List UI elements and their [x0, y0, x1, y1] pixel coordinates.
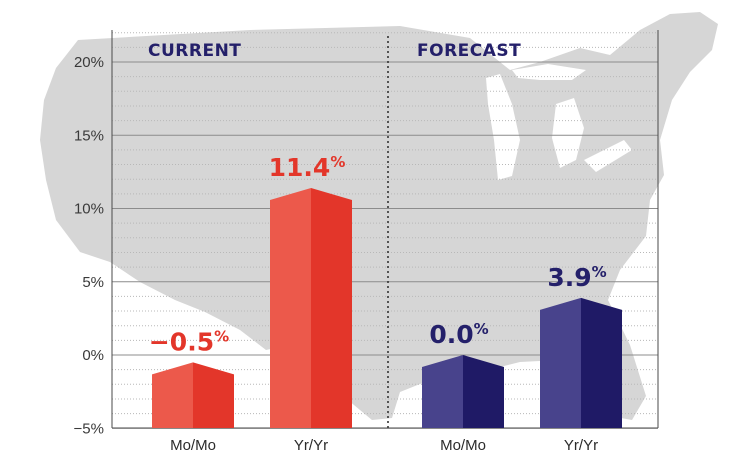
data-label: 11.4%	[269, 153, 346, 182]
data-label-value: 11.4	[269, 153, 331, 182]
data-label-unit: %	[330, 153, 345, 171]
bar-left-face	[270, 187, 311, 428]
bar-right-face	[581, 297, 622, 428]
x-category-label: Mo/Mo	[440, 437, 486, 454]
y-axis: −5% 0% 5% 10% 15% 20%	[74, 30, 659, 437]
y-tick-label: 10%	[74, 201, 104, 218]
bar-left-face	[152, 362, 193, 428]
y-tick-label: −5%	[74, 420, 104, 437]
data-label: 3.9%	[547, 263, 606, 292]
data-label-value: 3.9	[547, 263, 591, 292]
data-label-unit: %	[474, 320, 489, 338]
y-tick-label: 0%	[82, 347, 104, 364]
x-category-label: Yr/Yr	[564, 437, 598, 454]
bar-right-face	[463, 355, 504, 428]
bars	[152, 187, 622, 428]
data-label-value: 0.0	[429, 320, 473, 349]
section-title: CURRENT	[148, 41, 241, 61]
x-category-label: Mo/Mo	[170, 437, 216, 454]
data-label: −0.5%	[149, 327, 229, 356]
data-label-unit: %	[214, 327, 229, 345]
labels: CURRENT FORECAST −0.5% Mo/Mo 11.4% Yr/Yr 0.0% M…	[148, 41, 607, 454]
bar-right-face	[193, 362, 234, 428]
bar-left-face	[422, 355, 463, 428]
y-tick-label: 5%	[82, 274, 104, 291]
section-title: FORECAST	[417, 41, 521, 61]
y-tick-label: 20%	[74, 54, 104, 71]
bar-right-face	[311, 187, 352, 428]
data-label-unit: %	[592, 263, 607, 281]
data-label: 0.0%	[429, 320, 488, 349]
data-label-value: −0.5	[149, 327, 214, 356]
y-tick-label: 15%	[74, 127, 104, 144]
x-category-label: Yr/Yr	[294, 437, 328, 454]
bar-left-face	[540, 297, 581, 428]
